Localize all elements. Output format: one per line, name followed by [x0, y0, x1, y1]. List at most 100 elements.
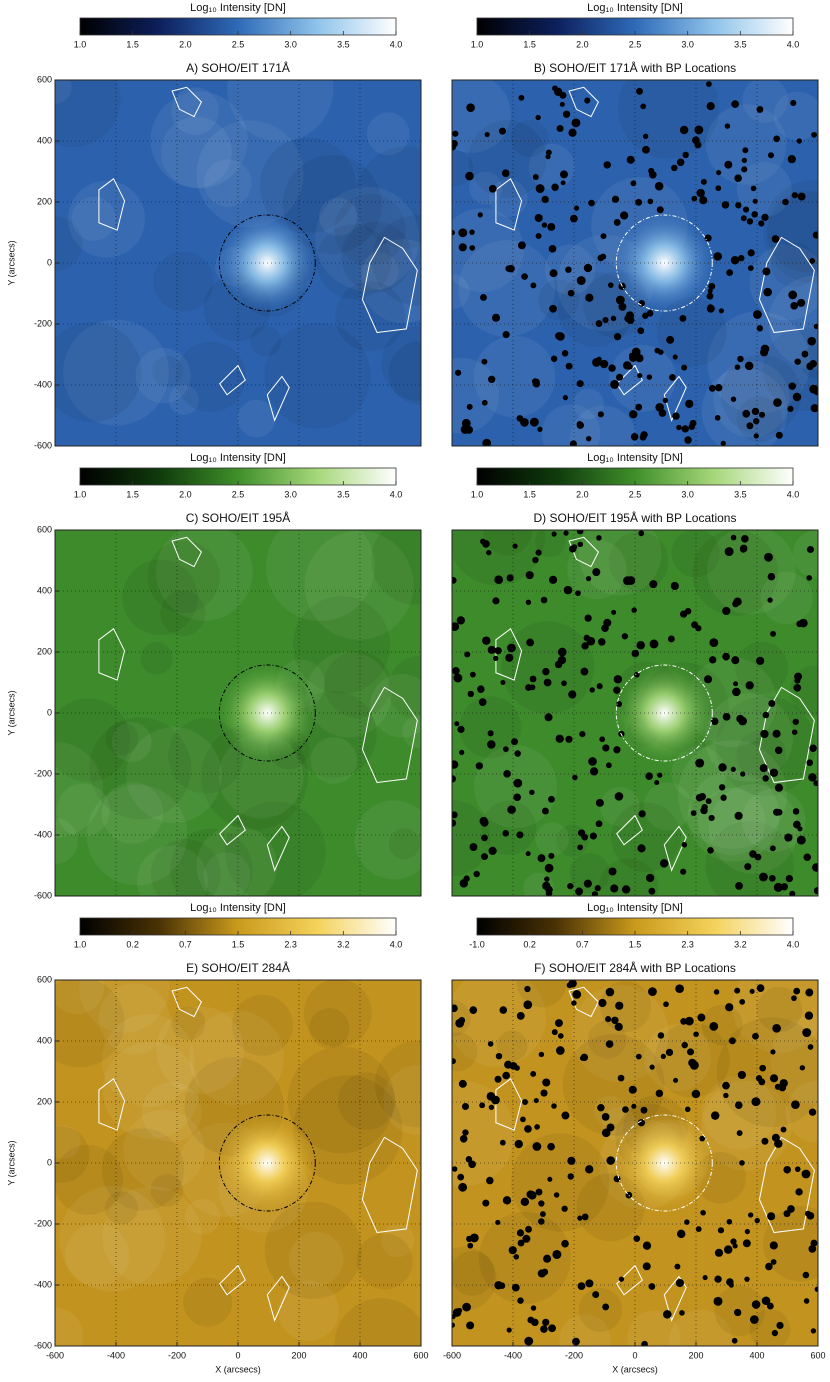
bp-location — [768, 700, 776, 707]
texture — [101, 1014, 195, 1108]
x-tick-label: -400 — [107, 1350, 125, 1360]
texture — [356, 1233, 413, 1290]
texture — [573, 388, 604, 420]
bp-location — [665, 1048, 674, 1057]
bp-location — [672, 354, 678, 360]
bp-location — [602, 316, 609, 324]
bp-location — [635, 198, 643, 206]
texture — [123, 1109, 205, 1191]
texture — [756, 986, 803, 1033]
texture — [483, 530, 533, 556]
bp-location — [807, 336, 817, 346]
bp-location — [502, 331, 510, 339]
texture — [478, 1211, 572, 1305]
texture — [452, 1250, 495, 1296]
colorbar-tick-label: 1.5 — [629, 939, 642, 949]
texture — [67, 180, 145, 258]
bp-location — [466, 403, 473, 410]
bp-location — [538, 1200, 545, 1207]
texture — [643, 782, 692, 831]
bp-location — [734, 174, 742, 182]
bp-location — [462, 1302, 471, 1312]
bp-location — [806, 759, 814, 767]
bp-location — [554, 1019, 563, 1028]
bp-location — [751, 407, 760, 416]
texture — [102, 1041, 200, 1139]
active-region-outline — [615, 1114, 713, 1212]
bp-location — [520, 1116, 526, 1123]
texture — [578, 530, 662, 596]
bp-location — [461, 1103, 469, 1111]
bp-location — [618, 302, 627, 311]
bp-location — [804, 1011, 814, 1020]
bp-location — [730, 1238, 737, 1245]
bp-location — [530, 282, 537, 289]
bp-location — [516, 1229, 525, 1237]
texture — [611, 802, 681, 873]
bp-location — [542, 1318, 550, 1326]
bp-location — [486, 1176, 494, 1185]
bp-location — [740, 771, 746, 777]
texture — [366, 112, 410, 156]
bp-location — [524, 1125, 532, 1133]
bp-location — [737, 1070, 746, 1080]
bp-location — [605, 1040, 614, 1048]
bp-location — [494, 575, 504, 585]
bp-location — [547, 1176, 553, 1182]
bp-location — [660, 1053, 666, 1060]
bp-location — [646, 310, 654, 317]
bp-location — [549, 304, 557, 313]
bp-location — [563, 530, 569, 536]
bp-location — [746, 422, 754, 430]
bp-location — [467, 1242, 474, 1249]
texture — [458, 240, 556, 337]
colorbar-label: Log₁₀ Intensity [DN] — [587, 902, 683, 914]
bp-location — [518, 94, 525, 101]
bp-location — [721, 201, 730, 209]
bp-location — [700, 1209, 706, 1216]
bp-location — [551, 183, 559, 191]
bp-location — [559, 170, 568, 179]
texture — [305, 651, 392, 738]
bp-location — [453, 673, 463, 683]
bp-location — [549, 269, 558, 278]
solar-image — [452, 530, 818, 896]
bp-location — [452, 811, 458, 819]
bp-location — [537, 426, 543, 432]
bp-location — [513, 793, 521, 802]
colorbar-tick-label: 0.2 — [523, 939, 536, 949]
texture — [452, 1032, 478, 1072]
bp-location — [481, 358, 488, 365]
bp-location — [705, 798, 712, 805]
texture — [55, 1126, 90, 1183]
texture — [469, 171, 503, 205]
bp-location — [454, 721, 460, 727]
bp-location — [452, 1004, 458, 1013]
x-tick-label: -600 — [46, 1350, 64, 1360]
bp-location — [763, 287, 772, 297]
bp-location — [649, 639, 659, 649]
bp-location — [752, 198, 758, 204]
bp-location — [709, 656, 717, 664]
texture — [371, 530, 421, 605]
bp-location — [629, 410, 638, 419]
bp-location — [642, 312, 649, 319]
bp-location — [814, 1286, 818, 1292]
bp-location — [641, 1340, 648, 1346]
bp-location — [637, 1119, 645, 1127]
bp-location — [585, 576, 592, 582]
colorbar-tick-label: 4.0 — [390, 39, 403, 49]
texture — [668, 1309, 733, 1346]
bp-location — [771, 1329, 779, 1337]
bp-location — [458, 228, 468, 238]
colorbar-tick-label: 1.5 — [126, 489, 139, 499]
bp-location — [718, 784, 726, 791]
bp-location — [648, 1283, 656, 1290]
bp-location — [731, 1337, 738, 1344]
bp-location — [768, 152, 775, 159]
colorbar-tick-label: 1.0 — [471, 39, 484, 49]
texture — [152, 355, 184, 387]
bp-location — [711, 717, 719, 726]
texture — [559, 1314, 611, 1346]
bp-location — [685, 1016, 694, 1026]
